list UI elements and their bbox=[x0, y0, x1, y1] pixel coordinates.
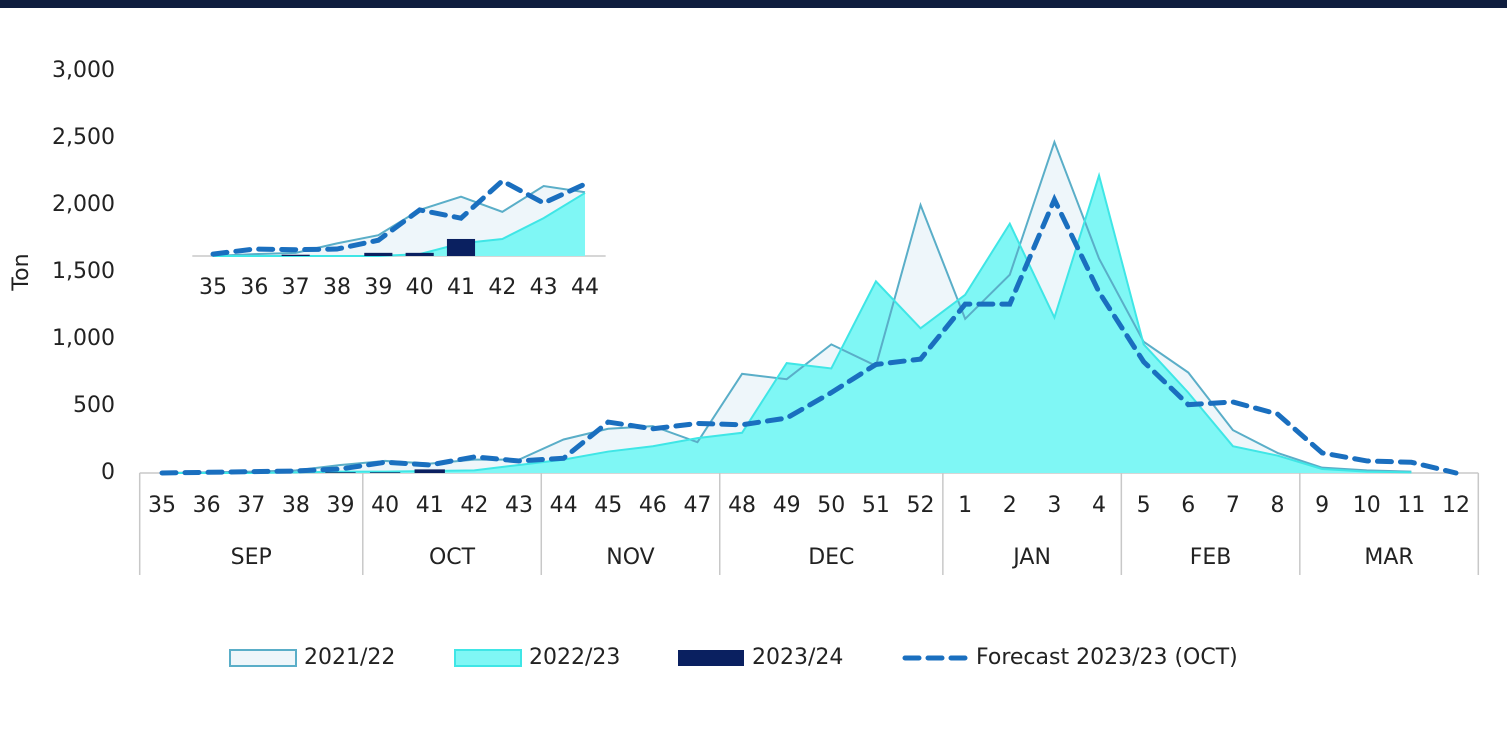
x-tick-label: 36 bbox=[240, 275, 268, 300]
area-fill bbox=[162, 175, 1412, 473]
x-tick-label: 48 bbox=[728, 493, 756, 518]
y-tick-label: 2,000 bbox=[52, 192, 115, 217]
x-tick-label: 42 bbox=[488, 275, 516, 300]
legend-swatch bbox=[454, 649, 522, 667]
x-tick-label: 43 bbox=[530, 275, 558, 300]
area-line bbox=[213, 192, 586, 257]
x-tick-label: 45 bbox=[594, 493, 622, 518]
x-tick-label: 39 bbox=[364, 275, 392, 300]
x-tick-label: 5 bbox=[1137, 493, 1151, 518]
x-tick-label: 49 bbox=[773, 493, 801, 518]
x-tick-label: 46 bbox=[639, 493, 667, 518]
x-tick-label: 37 bbox=[237, 493, 265, 518]
legend-label: 2021/22 bbox=[304, 645, 395, 670]
y-axis-title: Ton bbox=[9, 253, 34, 291]
legend-swatch bbox=[678, 650, 744, 666]
x-tick-label: 11 bbox=[1397, 493, 1425, 518]
group-label: FEB bbox=[1190, 545, 1232, 570]
y-tick-label: 1,500 bbox=[52, 259, 115, 284]
x-tick-label: 35 bbox=[148, 493, 176, 518]
x-tick-label: 50 bbox=[817, 493, 845, 518]
bar bbox=[281, 254, 310, 256]
x-tick-label: 2 bbox=[1003, 493, 1017, 518]
x-tick-label: 3 bbox=[1047, 493, 1061, 518]
bar bbox=[414, 469, 445, 473]
group-label: MAR bbox=[1364, 545, 1413, 570]
legend-swatch bbox=[229, 649, 297, 667]
x-tick-label: 40 bbox=[406, 275, 434, 300]
group-label: DEC bbox=[808, 545, 854, 570]
area-line bbox=[162, 171, 1412, 474]
y-tick-label: 1,000 bbox=[52, 326, 115, 351]
x-tick-label: 1 bbox=[958, 493, 972, 518]
x-tick-label: 9 bbox=[1315, 493, 1329, 518]
x-tick-label: 4 bbox=[1092, 493, 1106, 518]
legend-label: Forecast 2023/23 (OCT) bbox=[976, 645, 1238, 670]
group-label: SEP bbox=[231, 545, 272, 570]
x-tick-label: 43 bbox=[505, 493, 533, 518]
y-tick-label: 3,000 bbox=[52, 58, 115, 83]
y-tick-label: 2,500 bbox=[52, 125, 115, 150]
x-tick-label: 38 bbox=[323, 275, 351, 300]
x-tick-label: 35 bbox=[199, 275, 227, 300]
x-tick-label: 38 bbox=[282, 493, 310, 518]
x-tick-label: 47 bbox=[683, 493, 711, 518]
bar bbox=[364, 252, 393, 256]
area-fill bbox=[213, 185, 585, 256]
x-tick-label: 7 bbox=[1226, 493, 1240, 518]
x-tick-label: 44 bbox=[571, 275, 599, 300]
bar bbox=[369, 472, 401, 473]
x-tick-label: 42 bbox=[460, 493, 488, 518]
bar bbox=[405, 252, 434, 256]
group-label: JAN bbox=[1011, 545, 1051, 570]
y-tick-label: 0 bbox=[101, 460, 115, 485]
x-tick-label: 10 bbox=[1353, 493, 1381, 518]
legend-label: 2023/24 bbox=[752, 645, 843, 670]
x-tick-label: 41 bbox=[416, 493, 444, 518]
bar bbox=[325, 472, 356, 473]
x-tick-label: 6 bbox=[1181, 493, 1195, 518]
x-tick-label: 37 bbox=[282, 275, 310, 300]
x-tick-label: 44 bbox=[550, 493, 578, 518]
group-label: OCT bbox=[429, 545, 476, 570]
x-tick-label: 51 bbox=[862, 493, 890, 518]
x-tick-label: 8 bbox=[1271, 493, 1285, 518]
x-tick-label: 12 bbox=[1442, 493, 1470, 518]
top-bar bbox=[0, 0, 1507, 8]
bar bbox=[446, 238, 476, 256]
x-tick-label: 41 bbox=[447, 275, 475, 300]
x-tick-label: 39 bbox=[326, 493, 354, 518]
y-tick-label: 500 bbox=[73, 393, 115, 418]
group-label: NOV bbox=[606, 545, 654, 570]
x-tick-label: 36 bbox=[193, 493, 221, 518]
legend-label: 2022/23 bbox=[529, 645, 620, 670]
x-tick-label: 52 bbox=[907, 493, 935, 518]
forecast-line bbox=[159, 193, 1459, 476]
x-tick-label: 40 bbox=[371, 493, 399, 518]
forecast-line bbox=[210, 177, 588, 257]
